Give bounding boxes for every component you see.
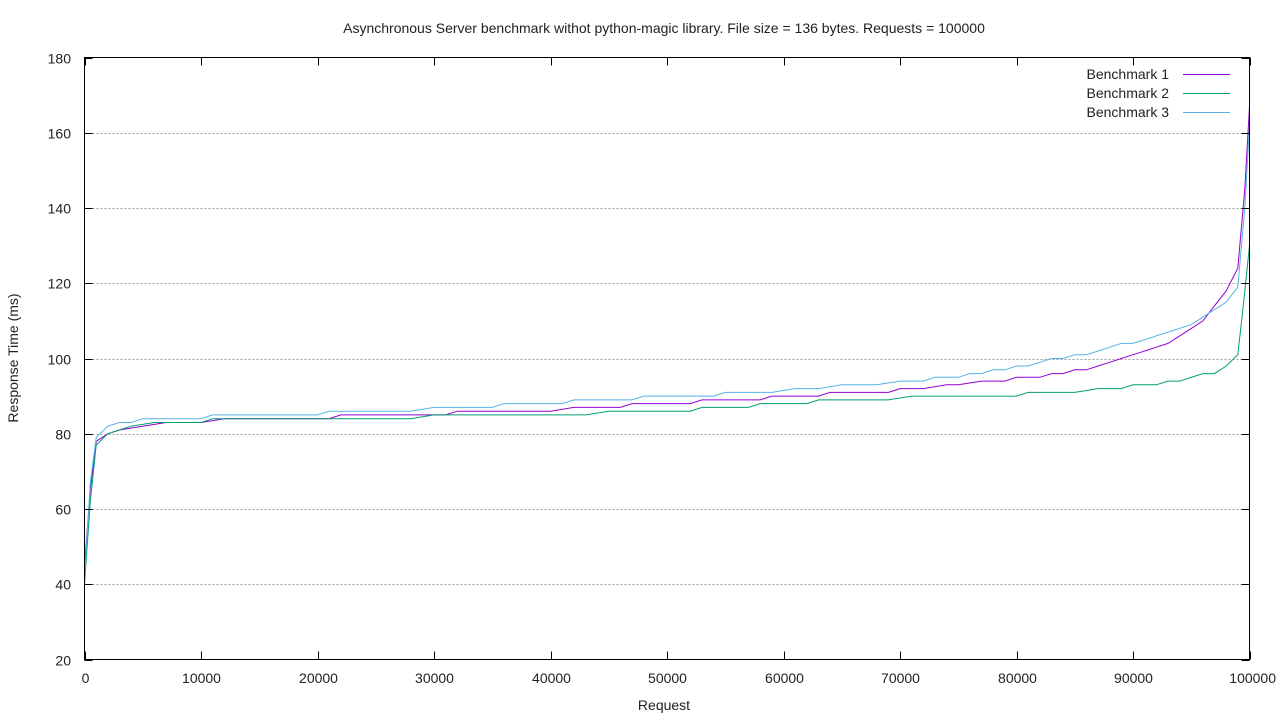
y-tick-label: 140 [48,201,72,217]
chart-title: Asynchronous Server benchmark withot pyt… [343,20,985,36]
series-line-benchmark-1 [84,106,1250,566]
y-tick-label: 180 [48,51,72,67]
x-tick-label: 90000 [1114,670,1153,686]
legend-label: Benchmark 1 [1087,66,1170,82]
x-axis: 0 10000 20000 30000 40000 50000 60000 70000 8000… [82,57,1276,686]
x-tick-label: 100000 [1229,670,1276,686]
x-tick-label: 40000 [532,670,571,686]
x-tick-label: 20000 [299,670,338,686]
plot-frame [84,57,1250,660]
legend-label: Benchmark 2 [1087,85,1170,101]
gridlines [84,133,1250,585]
x-tick-label: 80000 [998,670,1037,686]
series-line-benchmark-3 [84,125,1250,577]
y-tick-label: 120 [48,276,72,292]
series-group [84,106,1250,585]
legend: Benchmark 1 Benchmark 2 Benchmark 3 [1087,66,1230,120]
y-tick-label: 80 [55,427,71,443]
series-line-benchmark-2 [84,245,1250,585]
y-tick-label: 100 [48,352,72,368]
y-tick-label: 160 [48,126,72,142]
x-tick-label: 0 [82,670,90,686]
y-axis: 20 40 60 80 100 120 140 160 180 [48,51,1250,669]
x-tick-label: 60000 [765,670,804,686]
y-tick-label: 60 [55,502,71,518]
x-tick-label: 70000 [881,670,920,686]
y-axis-label: Response Time (ms) [5,293,21,422]
y-tick-label: 40 [55,577,71,593]
y-tick-label: 20 [55,653,71,669]
x-axis-label: Request [638,697,690,713]
x-tick-label: 50000 [648,670,687,686]
x-tick-label: 10000 [182,670,221,686]
x-tick-label: 30000 [415,670,454,686]
legend-label: Benchmark 3 [1087,104,1170,120]
